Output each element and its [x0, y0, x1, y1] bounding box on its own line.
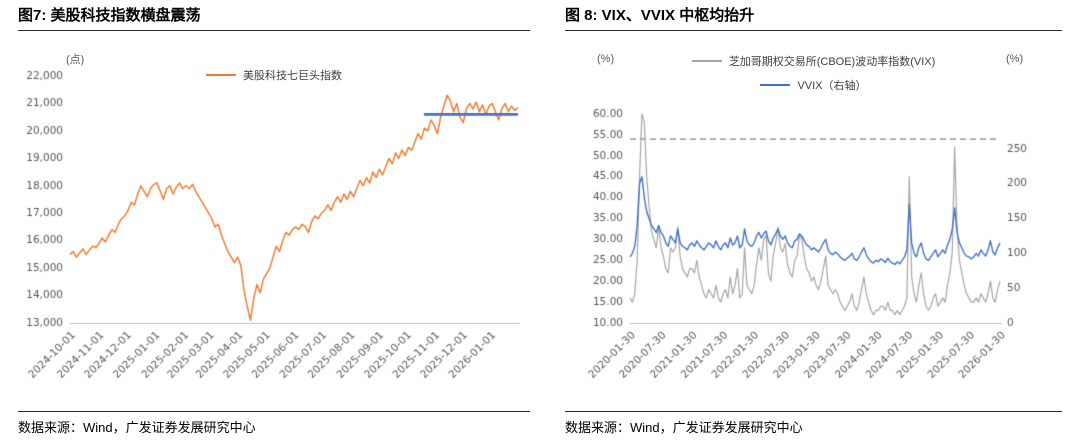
figure-8-legend-row-vix: 芝加哥期权交易所(CBOE)波动率指数(VIX): [565, 49, 1062, 69]
figure-7-title-rule: [18, 30, 530, 31]
figure-8-bottom-rule: [565, 411, 1062, 412]
figure-7-title: 图7: 美股科技指数横盘震荡: [18, 7, 201, 24]
legend-label-vvix: VVIX（右轴）: [797, 80, 867, 92]
figure-8-title: 图 8: VIX、VVIX 中枢均抬升: [565, 7, 755, 24]
legend-label-tech7: 美股科技七巨头指数: [243, 70, 342, 82]
figure-7-canvas: [18, 31, 530, 411]
legend-label-vix: 芝加哥期权交易所(CBOE)波动率指数(VIX): [728, 56, 936, 68]
tech7-line-swatch: [206, 74, 236, 76]
figure-7-panel: 图7: 美股科技指数横盘震荡 (点) 美股科技七巨头指数 数据来源：Wind，广…: [18, 0, 530, 436]
figure-8-title-rule: [565, 30, 1062, 31]
figure-8-canvas: [565, 31, 1062, 411]
figure-8-legend-row-vvix: VVIX（右轴）: [565, 73, 1062, 93]
figure-8-source: 数据来源：Wind，广发证券发展研究中心: [565, 420, 803, 435]
figure-7-bottom-rule: [18, 411, 530, 412]
legend-item-tech7: 美股科技七巨头指数: [206, 67, 342, 83]
figure-8-chart: (%) (%) 芝加哥期权交易所(CBOE)波动率指数(VIX) VVIX（右轴…: [565, 31, 1062, 411]
figure-7-legend: 美股科技七巨头指数: [18, 63, 530, 83]
figure-8-left-axis-unit: (%): [597, 53, 615, 65]
figure-7-y-axis-unit: (点): [66, 54, 85, 66]
legend-item-vix: 芝加哥期权交易所(CBOE)波动率指数(VIX): [691, 53, 936, 69]
figure-7-source: 数据来源：Wind，广发证券发展研究中心: [18, 420, 256, 435]
figure-8-panel: 图 8: VIX、VVIX 中枢均抬升 (%) (%) 芝加哥期权交易所(CBO…: [565, 0, 1062, 436]
legend-item-vvix: VVIX（右轴）: [760, 77, 867, 93]
vvix-line-swatch: [760, 84, 791, 86]
vix-line-swatch: [691, 60, 722, 62]
figure-7-chart: (点) 美股科技七巨头指数: [18, 31, 530, 411]
figure-8-right-axis-unit: (%): [1006, 53, 1024, 65]
